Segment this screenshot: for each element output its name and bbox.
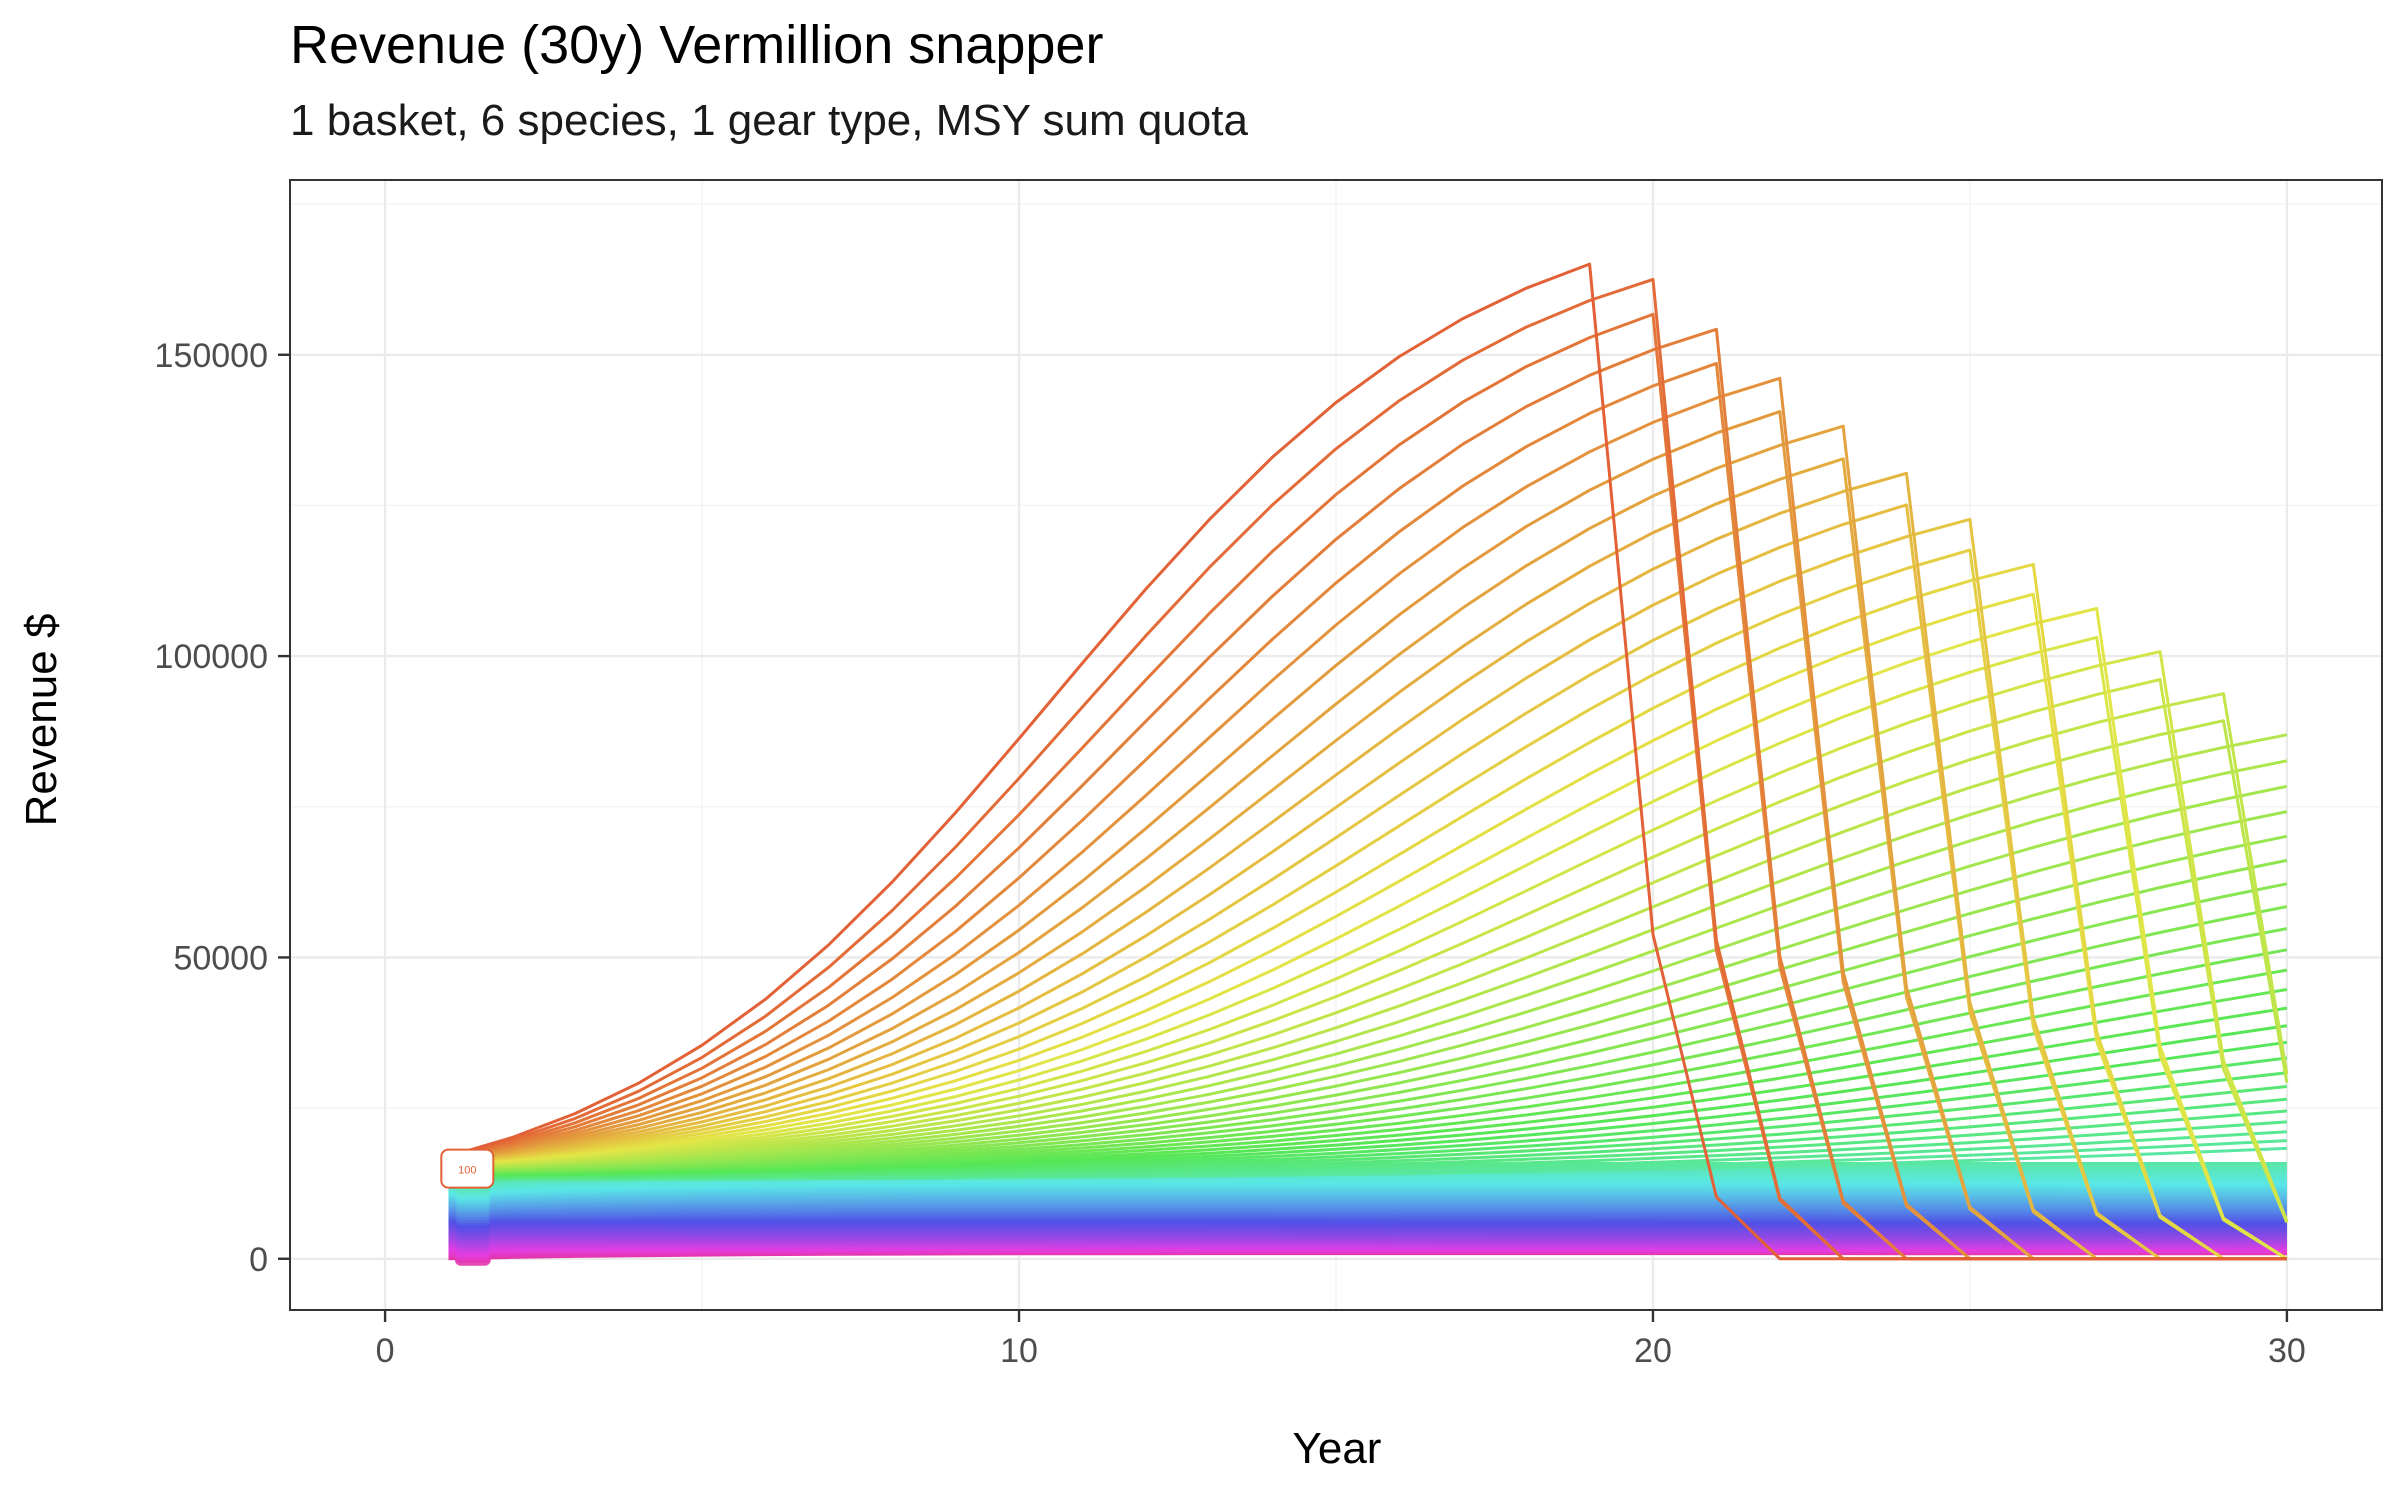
- series-line: [448, 562, 2287, 1261]
- series-line: [448, 1217, 2287, 1223]
- series-line: [448, 1197, 2287, 1206]
- series-line: [448, 1227, 2287, 1233]
- series-line: [448, 1207, 2287, 1213]
- series-line: [448, 262, 2287, 1261]
- chart-title: Revenue (30y) Vermillion snapper: [290, 15, 1104, 75]
- series-line: [448, 1182, 2287, 1196]
- x-tick-label: 20: [1634, 1332, 1672, 1370]
- series-line: [448, 548, 2287, 1261]
- series-line: [448, 1222, 2287, 1228]
- series-line: [448, 1229, 2287, 1236]
- series-count-badge-box: [440, 1148, 495, 1189]
- series-line: [448, 503, 2287, 1261]
- x-axis-label: Year: [1292, 1424, 1382, 1473]
- series-line: [448, 517, 2287, 1261]
- y-tick-label: 50000: [173, 939, 268, 977]
- y-tick: 100000: [155, 638, 290, 676]
- series-line: [448, 1193, 2287, 1203]
- series-line: [448, 1180, 2287, 1195]
- series-line: [448, 1225, 2287, 1231]
- series-line: [448, 1219, 2287, 1224]
- series-line: [448, 1221, 2287, 1226]
- major-gridlines: [290, 180, 2382, 1310]
- series-line: [448, 1184, 2287, 1197]
- series-line: [448, 1201, 2287, 1209]
- series-line: [448, 635, 2288, 1261]
- series-line: [448, 471, 2287, 1261]
- series-line: [448, 1178, 2287, 1193]
- series-line: [448, 1224, 2287, 1230]
- series-line: [448, 1205, 2287, 1212]
- series-line: [448, 882, 2288, 1173]
- x-tick: 30: [2268, 1310, 2306, 1370]
- series-line: [448, 650, 2289, 1222]
- y-tick-label: 150000: [155, 337, 268, 375]
- series-line: [448, 1191, 2287, 1202]
- series-line: [448, 1195, 2287, 1205]
- y-tick: 150000: [155, 337, 290, 375]
- x-tick-label: 0: [376, 1332, 395, 1370]
- series-line: [448, 678, 2289, 1224]
- series-line: [448, 810, 2288, 1171]
- series-line: [448, 784, 2288, 1171]
- series-line: [448, 1203, 2287, 1210]
- series-line: [448, 1189, 2287, 1200]
- series-line: [448, 424, 2287, 1261]
- series-lines: [448, 262, 2289, 1261]
- y-tick-label: 0: [249, 1241, 268, 1279]
- y-tick: 50000: [173, 939, 290, 977]
- series-line: [448, 719, 2289, 1169]
- series-line: [448, 1210, 2287, 1216]
- series-line: [448, 1199, 2287, 1207]
- series-count-badge: 100: [440, 1148, 495, 1266]
- plot-panel-border: [289, 179, 2383, 1311]
- x-tick-label: 10: [1000, 1332, 1038, 1370]
- series-line: [448, 858, 2288, 1172]
- series-line: [448, 692, 2289, 1169]
- x-tick: 10: [1000, 1310, 1038, 1370]
- x-tick-label: 30: [2268, 1332, 2306, 1370]
- series-line: [448, 1228, 2287, 1234]
- series-line: [448, 1208, 2287, 1215]
- x-tick: 20: [1634, 1310, 1672, 1370]
- chart-subtitle: 1 basket, 6 species, 1 gear type, MSY su…: [290, 96, 1248, 145]
- x-axis-ticks: 0 10 20 30: [376, 1310, 2306, 1370]
- series-line: [448, 1187, 2287, 1199]
- series-line: [448, 733, 2288, 1170]
- x-tick: 0: [376, 1310, 395, 1370]
- series-line: [448, 905, 2288, 1173]
- series-line: [448, 759, 2288, 1170]
- series-line: [448, 834, 2288, 1172]
- series-count-badge-label: 100: [458, 1165, 476, 1177]
- y-axis-ticks: 0 50000 100000 150000: [155, 337, 290, 1279]
- y-tick-label: 100000: [155, 638, 268, 676]
- y-tick: 0: [249, 1241, 290, 1279]
